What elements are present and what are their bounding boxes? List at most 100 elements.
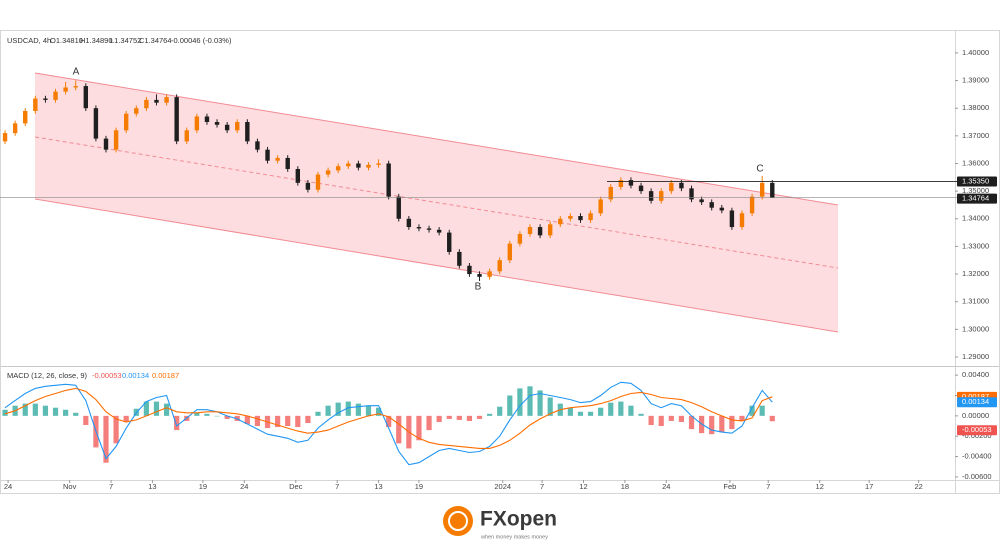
channel-lower [34, 198, 839, 333]
y-tick-label: 1.35000 [962, 186, 989, 195]
histogram-bar [123, 415, 129, 422]
x-tick-label: 17 [865, 482, 873, 491]
channel-upper [34, 72, 839, 206]
candle-body [436, 229, 442, 233]
histogram-bar [587, 411, 594, 416]
x-tick-label: 7 [109, 482, 113, 491]
candle-body [33, 98, 38, 111]
histogram-bar [63, 409, 69, 416]
candle-body [406, 218, 412, 228]
candle-body [568, 216, 573, 219]
candle-body [719, 207, 725, 211]
candle-body [83, 86, 89, 109]
candle-body [679, 182, 684, 189]
histogram-bar [335, 402, 341, 416]
x-tick-label: 19 [199, 482, 207, 491]
histogram-axis-label: -0.00053 [962, 425, 992, 434]
x-tick-label: 22 [914, 482, 922, 491]
candle-body [93, 108, 99, 139]
histogram-bar [194, 412, 200, 416]
candle-body [547, 224, 553, 236]
logo-tagline: when money makes money [480, 534, 548, 540]
trend-channel [34, 72, 839, 333]
x-tick-label: 7 [766, 482, 770, 491]
histogram-bar [214, 415, 220, 417]
candle-body [527, 227, 533, 234]
candle-body [507, 243, 513, 261]
y-tick-label: -0.00600 [962, 472, 992, 481]
histogram-bar [275, 415, 281, 428]
header-open: O1.34810 [50, 36, 83, 45]
histogram-bar [254, 415, 261, 427]
candle-body [164, 97, 169, 103]
histogram-bar [628, 405, 634, 416]
histogram-bar [436, 415, 442, 422]
histogram-bar [749, 405, 755, 416]
candle-body [618, 180, 624, 187]
histogram-bar [668, 415, 674, 421]
candle-body [749, 196, 755, 214]
y-tick-label: 1.40000 [962, 48, 989, 57]
histogram-bar [295, 415, 301, 428]
macd-legend-value: 0.00187 [152, 371, 179, 380]
header-low: L1.34752 [110, 36, 141, 45]
histogram-bar [638, 413, 644, 416]
candle-body [669, 182, 674, 192]
y-tick-label: 1.36000 [962, 158, 989, 167]
histogram-bar [577, 411, 584, 416]
x-tick-label: 7 [540, 482, 544, 491]
candle-body [356, 163, 361, 168]
candle-body [144, 99, 149, 109]
y-tick-label: 1.34000 [962, 214, 989, 223]
y-tick-label: 1.30000 [962, 324, 989, 333]
candle-body [194, 116, 200, 131]
x-tick-label: Nov [63, 482, 77, 491]
candle-body [2, 133, 8, 142]
histogram-bar [325, 405, 331, 416]
histogram-bar [547, 397, 553, 416]
last-price-label: 1.34764 [962, 194, 989, 203]
histogram-bar [355, 403, 361, 416]
y-tick-label: 1.29000 [962, 352, 989, 361]
histogram-bar [73, 412, 79, 416]
candle-body [689, 188, 694, 200]
candle-body [275, 157, 280, 161]
candle-body [598, 199, 603, 214]
candle-body [558, 218, 563, 225]
histogram-bar [709, 415, 715, 435]
wave-label: B [475, 282, 482, 293]
candle-body [659, 191, 664, 201]
candle-body [396, 196, 401, 219]
candle-body [113, 130, 119, 150]
header-symbol: USDCAD, 4h [7, 36, 51, 45]
candle-body [366, 164, 371, 168]
y-tick-label: 1.32000 [962, 269, 989, 278]
candle-body [770, 182, 775, 198]
x-tick-label: 24 [662, 482, 670, 491]
y-tick-label: 1.37000 [962, 131, 989, 140]
candle-body [305, 182, 311, 190]
header-close: C1.34764 [139, 36, 172, 45]
candle-body [487, 271, 492, 277]
y-tick-label: 0.00400 [962, 370, 989, 379]
candle-body [245, 122, 250, 142]
histogram-bar [648, 415, 654, 426]
histogram-bar [608, 402, 614, 416]
resistance-label-box [957, 176, 997, 187]
histogram-bar [729, 415, 735, 430]
histogram-bar [618, 401, 624, 416]
candle-body [386, 163, 391, 197]
histogram-bar [103, 415, 109, 463]
candle-body [537, 227, 543, 236]
plot-area: 1.40000 1.39000 1.38000 1.37000 1.36000 1.350… [0, 48, 997, 481]
candle-body [43, 98, 48, 100]
histogram-bar [375, 407, 382, 416]
candle-body [457, 251, 462, 266]
macd-axis-label: 0.00134 [962, 397, 989, 406]
candle-body [53, 91, 58, 100]
histogram-bar [174, 415, 180, 431]
candle-body [23, 110, 28, 124]
histogram-bar [678, 415, 685, 422]
candle-body [255, 141, 260, 150]
